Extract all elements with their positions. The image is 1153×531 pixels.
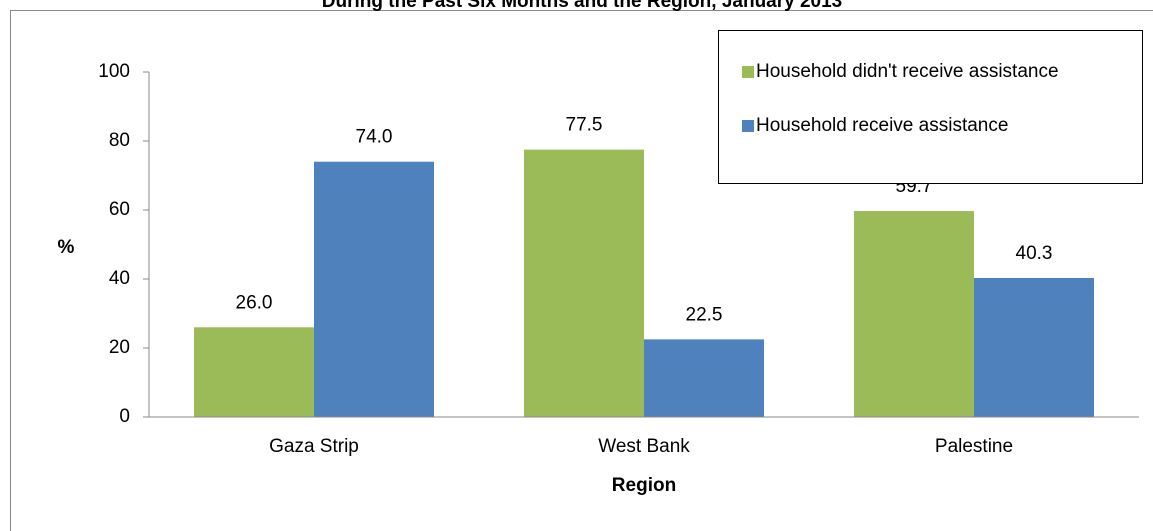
x-axis-label: Region (612, 475, 676, 496)
bar (644, 339, 764, 417)
y-tick-label: 80 (109, 130, 130, 151)
legend-swatch (742, 66, 754, 78)
bar (194, 327, 314, 417)
legend-label: Household didn't receive assistance (756, 61, 1059, 82)
bar (524, 149, 644, 417)
y-tick-label: 60 (109, 199, 130, 220)
legend-label: Household receive assistance (756, 115, 1008, 136)
chart-title: During the Past Six Months and the Regio… (322, 0, 843, 12)
data-label: 22.5 (686, 304, 723, 325)
data-label: 74.0 (356, 127, 393, 148)
data-label: 40.3 (1016, 243, 1053, 264)
bar (314, 161, 434, 417)
y-tick-label: 20 (109, 337, 130, 358)
data-label: 77.5 (566, 115, 603, 136)
legend-swatch (742, 120, 754, 132)
legend-box (718, 30, 1143, 184)
chart-frame (10, 10, 1153, 531)
data-label: 26.0 (236, 292, 273, 313)
y-tick-label: 0 (119, 406, 130, 427)
y-tick-label: 100 (98, 61, 130, 82)
x-tick-label: West Bank (598, 436, 690, 457)
y-axis-label: % (58, 237, 75, 258)
y-tick-label: 40 (109, 268, 130, 289)
bar (974, 277, 1094, 417)
x-tick-label: Palestine (935, 436, 1013, 457)
x-tick-label: Gaza Strip (269, 436, 359, 457)
bar (854, 211, 974, 417)
